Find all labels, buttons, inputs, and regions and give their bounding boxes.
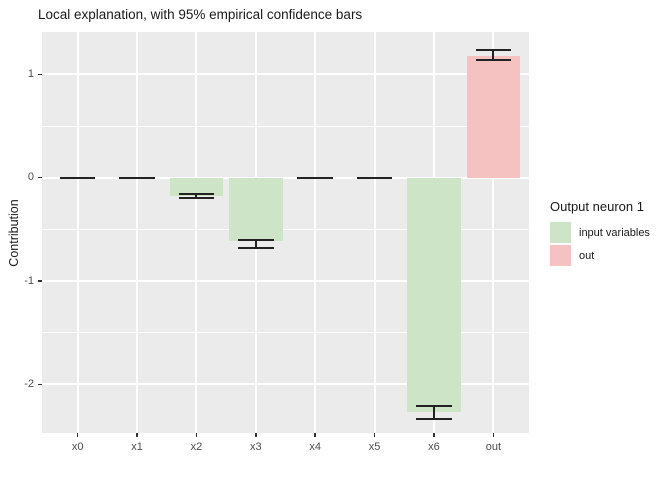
legend-swatch-1: [550, 245, 571, 266]
bar-x3: [229, 177, 283, 241]
gridline-minor: [42, 125, 529, 127]
legend-item-0: input variables: [550, 222, 650, 243]
x-tick-label-x3: x3: [249, 441, 262, 453]
y-tick-label: 1: [27, 67, 34, 80]
errorbar-cap-low-out: [475, 58, 512, 61]
legend-item-1: out: [550, 245, 650, 266]
legend-label-1: out: [579, 249, 595, 262]
x-tick-label-x0: x0: [71, 441, 84, 453]
gridline-major: [42, 383, 529, 386]
errorbar-cap-low-x1: [119, 176, 155, 179]
errorbar-cap-low-x5: [356, 176, 393, 179]
plot-panel: [42, 32, 529, 433]
bar-out: [466, 55, 521, 178]
gridline-vertical-x0: [76, 32, 79, 433]
gridline-minor: [42, 332, 529, 334]
errorbar-cap-low-x3: [237, 247, 274, 249]
gridline-major: [42, 280, 529, 283]
gridline-minor: [42, 228, 529, 230]
y-tick-mark: [38, 73, 42, 76]
x-tick-mark: [492, 433, 495, 437]
errorbar-cap-low-x6: [416, 417, 452, 420]
x-tick-mark: [314, 433, 316, 437]
gridline-vertical-out: [492, 32, 495, 433]
x-tick-mark: [136, 433, 138, 437]
gridline-vertical-x1: [136, 32, 139, 433]
x-tick-label-out: out: [485, 441, 501, 453]
legend-label-0: input variables: [579, 226, 650, 239]
y-tick-label: -1: [24, 274, 34, 287]
x-tick-mark: [76, 433, 79, 437]
bar-x2: [169, 177, 224, 197]
errorbar-line-x6: [432, 406, 435, 419]
y-tick-mark: [38, 176, 42, 179]
x-tick-mark: [255, 433, 257, 437]
errorbar-line-out: [492, 49, 495, 60]
gridline-major: [42, 73, 529, 76]
errorbar-line-x2: [195, 194, 198, 199]
legend-items: input variables out: [550, 222, 650, 266]
x-tick-mark: [433, 433, 435, 437]
y-tick-mark: [38, 383, 42, 386]
gridline-vertical-x2: [195, 32, 198, 433]
x-tick-label-x5: x5: [368, 441, 381, 453]
chart-title: Local explanation, with 95% empirical co…: [38, 7, 363, 22]
x-tick-label-x6: x6: [428, 441, 440, 453]
x-tick-mark: [373, 433, 376, 437]
legend-swatch-0: [550, 222, 571, 243]
bar-x6: [407, 177, 461, 413]
y-tick-label: 0: [27, 171, 34, 184]
x-tick-label-x2: x2: [190, 441, 203, 453]
x-tick-label-x4: x4: [309, 441, 321, 453]
x-tick-label-x1: x1: [131, 441, 143, 453]
y-tick-label: -2: [24, 377, 34, 390]
errorbar-line-x3: [254, 239, 257, 248]
errorbar-cap-low-x4: [297, 176, 333, 179]
errorbar-cap-low-x2: [178, 197, 215, 200]
legend: Output neuron 1 input variables out: [550, 199, 650, 268]
gridline-major: [42, 176, 529, 179]
x-tick-mark: [195, 433, 198, 437]
errorbar-cap-low-x0: [59, 176, 96, 179]
legend-title: Output neuron 1: [550, 199, 644, 214]
gridline-vertical-x4: [314, 32, 317, 433]
y-axis-title: Contribution: [7, 199, 21, 267]
gridline-vertical-x5: [373, 32, 376, 433]
y-tick-mark: [38, 280, 42, 282]
